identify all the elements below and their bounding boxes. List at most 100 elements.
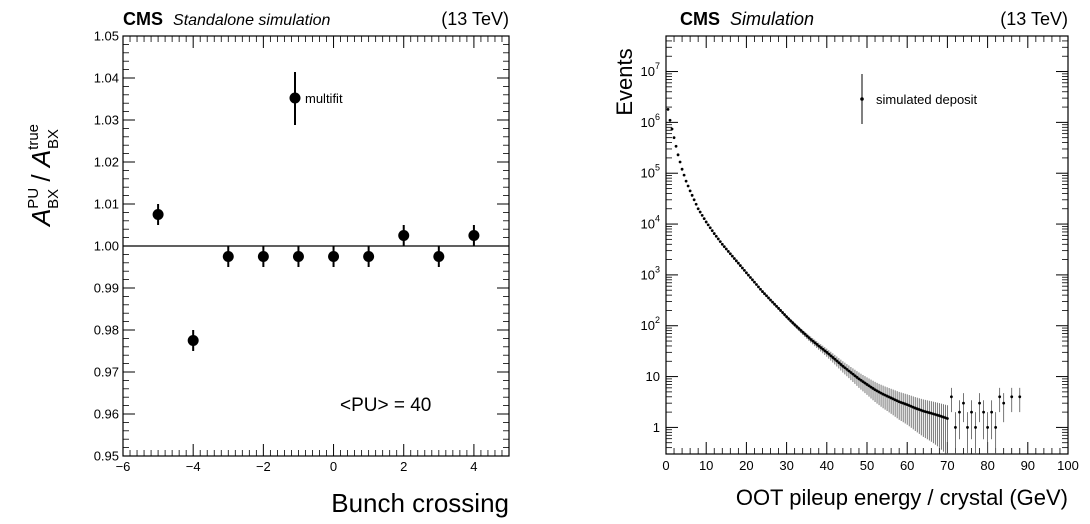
right-y-tick-label: 1 <box>653 420 660 435</box>
right-data-point <box>709 226 712 229</box>
right-legend-label: simulated deposit <box>876 92 978 107</box>
right-data-point <box>727 250 730 253</box>
right-data-point <box>733 257 736 260</box>
right-header: CMS Simulation <box>680 9 814 29</box>
left-data-point <box>223 251 234 262</box>
left-x-tick-label: −4 <box>186 459 201 474</box>
left-y-tick-label: 0.98 <box>94 323 119 338</box>
right-data-point <box>729 252 732 255</box>
right-data-point <box>761 290 764 293</box>
right-data-point <box>785 315 788 318</box>
right-x-tick-label: 10 <box>699 458 713 473</box>
right-data-point <box>773 303 776 306</box>
right-data-point <box>725 248 728 251</box>
right-data-point <box>713 232 716 235</box>
left-ylabel-sub-num: BX <box>45 189 62 209</box>
right-data-point <box>755 283 758 286</box>
right-x-tick-label: 0 <box>662 458 669 473</box>
left-y-tick-label: 1.05 <box>94 29 119 44</box>
right-x-tick-label: 20 <box>739 458 753 473</box>
right-data-point <box>697 207 700 210</box>
right-data-points <box>667 108 1022 454</box>
right-data-point <box>791 321 794 324</box>
right-data-point <box>986 426 989 429</box>
right-data-point <box>735 259 738 262</box>
right-y-tick-label: 105 <box>641 163 660 181</box>
right-data-point <box>763 292 766 295</box>
right-x-tick-label: 30 <box>779 458 793 473</box>
right-y-tick-label: 104 <box>641 214 660 232</box>
right-data-point <box>747 274 750 277</box>
right-header-energy: (13 TeV) <box>1000 9 1068 29</box>
right-data-point <box>685 180 688 183</box>
right-data-point <box>753 281 756 284</box>
right-y-tick-label: 103 <box>641 264 660 282</box>
left-ylabel-sup-num: PU <box>25 188 42 209</box>
right-x-tick-label: 100 <box>1057 458 1079 473</box>
right-data-point <box>693 198 696 201</box>
right-x-tick-label: 80 <box>980 458 994 473</box>
right-chart: CMS Simulation (13 TeV) 0 10 20 30 40 50 60 70 8… <box>612 9 1079 510</box>
left-x-tick-label: −2 <box>256 459 271 474</box>
right-data-point <box>749 276 752 279</box>
left-y-tick-label: 1.04 <box>94 71 119 86</box>
right-data-point <box>751 278 754 281</box>
right-data-point <box>715 235 718 238</box>
left-y-axis-title: APU BX / Atrue BX <box>25 124 62 228</box>
left-ylabel-slash: / <box>26 167 56 189</box>
right-data-point <box>705 221 708 224</box>
left-y-tick-label: 0.99 <box>94 281 119 296</box>
left-header-energy: (13 TeV) <box>441 9 509 29</box>
left-ylabel-sub-den: BX <box>45 129 62 149</box>
right-data-point <box>669 119 672 122</box>
right-x-tick-label: 60 <box>900 458 914 473</box>
right-data-point <box>787 317 790 320</box>
right-data-point <box>769 299 772 302</box>
right-data-point <box>779 309 782 312</box>
pileup-annotation: <PU> = 40 <box>340 395 431 416</box>
right-data-point <box>703 217 706 220</box>
right-data-point <box>687 185 690 188</box>
left-y-tick-label: 0.95 <box>94 449 119 464</box>
right-data-point <box>681 168 684 171</box>
right-x-tick-label: 90 <box>1021 458 1035 473</box>
left-y-tick-label: 0.96 <box>94 407 119 422</box>
right-data-point <box>719 240 722 243</box>
left-header: CMS Standalone simulation <box>123 9 331 29</box>
left-y-tick-label: 1.02 <box>94 155 119 170</box>
left-y-tick-label: 0.97 <box>94 365 119 380</box>
right-data-point <box>982 411 985 414</box>
left-ylabel-sup-den: true <box>25 124 42 150</box>
left-data-point <box>468 230 479 241</box>
left-y-tick-label: 1.03 <box>94 113 119 128</box>
right-data-point <box>990 411 993 414</box>
right-data-point <box>673 136 676 139</box>
right-data-point <box>711 229 714 232</box>
right-data-point <box>671 128 674 131</box>
right-y-tick-label: 102 <box>641 315 660 333</box>
right-data-point <box>958 411 961 414</box>
left-header-label: Standalone simulation <box>173 12 331 29</box>
right-data-point <box>667 108 670 111</box>
right-data-point <box>741 267 744 270</box>
right-data-point <box>739 264 742 267</box>
right-data-point <box>783 313 786 316</box>
right-data-point <box>745 271 748 274</box>
left-y-tick-label: 1.00 <box>94 239 119 254</box>
left-data-point <box>293 251 304 262</box>
right-data-point <box>1018 395 1021 398</box>
right-y-tick-label: 10 <box>646 369 660 384</box>
right-data-point <box>978 402 981 405</box>
right-data-point <box>777 307 780 310</box>
right-data-point <box>695 203 698 206</box>
left-chart: CMS Standalone simulation (13 TeV) −6 −4−… <box>25 9 509 518</box>
right-data-point <box>737 262 740 265</box>
left-header-experiment: CMS <box>123 9 163 29</box>
right-data-point <box>757 285 760 288</box>
left-data-point <box>258 251 269 262</box>
right-data-point <box>970 411 973 414</box>
right-data-point <box>707 223 710 226</box>
right-data-point <box>1010 395 1013 398</box>
right-data-point <box>731 255 734 258</box>
